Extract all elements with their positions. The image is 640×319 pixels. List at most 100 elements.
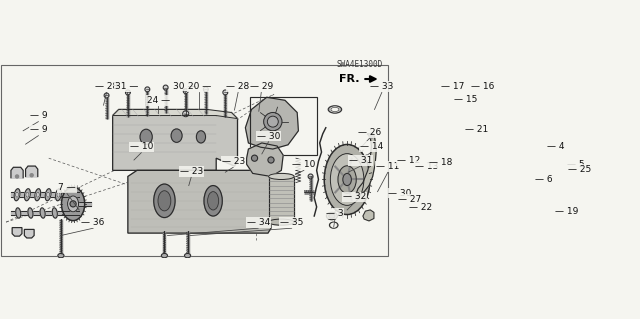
Text: 24 —: 24 —	[147, 96, 170, 105]
Circle shape	[183, 89, 188, 94]
Text: — 4: — 4	[547, 142, 564, 151]
Ellipse shape	[171, 129, 182, 142]
Ellipse shape	[269, 219, 294, 225]
Circle shape	[369, 133, 374, 138]
Text: 30 —: 30 —	[173, 82, 196, 91]
Polygon shape	[26, 166, 38, 177]
Text: — 22: — 22	[408, 203, 432, 212]
Ellipse shape	[184, 254, 191, 258]
Ellipse shape	[329, 214, 335, 218]
Circle shape	[182, 111, 189, 117]
Ellipse shape	[332, 223, 336, 227]
Text: — 23: — 23	[180, 167, 203, 176]
Polygon shape	[245, 97, 298, 149]
Ellipse shape	[269, 174, 294, 180]
Text: — 12: — 12	[397, 156, 420, 165]
Text: — 3: — 3	[326, 209, 344, 218]
Text: — 13: — 13	[415, 162, 438, 171]
Text: — 27: — 27	[397, 195, 421, 204]
Ellipse shape	[61, 187, 84, 221]
Ellipse shape	[26, 192, 29, 197]
Polygon shape	[363, 210, 374, 221]
Text: — 35: — 35	[280, 218, 303, 227]
Polygon shape	[12, 227, 22, 236]
Ellipse shape	[331, 107, 339, 112]
Polygon shape	[11, 167, 23, 178]
Ellipse shape	[343, 174, 351, 186]
Polygon shape	[356, 134, 376, 195]
Text: 7 —: 7 —	[58, 183, 76, 192]
Polygon shape	[24, 229, 34, 238]
Circle shape	[204, 87, 208, 92]
Ellipse shape	[330, 222, 338, 228]
Ellipse shape	[40, 208, 45, 218]
Text: — 34: — 34	[246, 218, 270, 227]
Polygon shape	[128, 170, 271, 233]
Ellipse shape	[140, 129, 152, 145]
Ellipse shape	[57, 192, 60, 197]
Text: — 32: — 32	[343, 192, 366, 201]
Text: — 5: — 5	[567, 160, 585, 169]
Ellipse shape	[47, 192, 50, 197]
Ellipse shape	[14, 189, 20, 201]
Ellipse shape	[36, 192, 39, 197]
Ellipse shape	[264, 113, 282, 131]
Circle shape	[268, 157, 274, 163]
Text: — 6: — 6	[535, 175, 552, 184]
Text: — 16: — 16	[471, 82, 495, 91]
Ellipse shape	[35, 189, 41, 201]
Text: — 9: — 9	[29, 125, 47, 134]
Text: — 11: — 11	[376, 162, 399, 171]
Text: — 26: — 26	[358, 128, 381, 137]
Text: — 10: — 10	[129, 143, 153, 152]
Circle shape	[70, 201, 76, 207]
Text: — 21: — 21	[465, 125, 488, 134]
Ellipse shape	[56, 189, 61, 201]
Ellipse shape	[28, 208, 33, 218]
Text: — 14: — 14	[360, 142, 383, 151]
Text: SWA4E1300D: SWA4E1300D	[336, 60, 383, 69]
Polygon shape	[246, 143, 283, 176]
Ellipse shape	[16, 208, 20, 218]
Text: — 36: — 36	[81, 218, 105, 227]
Ellipse shape	[204, 186, 222, 216]
Text: — 28: — 28	[227, 82, 250, 91]
Circle shape	[145, 87, 150, 92]
Text: — 19: — 19	[555, 207, 578, 216]
Polygon shape	[269, 176, 294, 222]
Text: — 29: — 29	[250, 82, 273, 91]
Circle shape	[163, 85, 168, 90]
Ellipse shape	[268, 116, 278, 127]
Circle shape	[15, 175, 19, 178]
Ellipse shape	[15, 192, 19, 197]
Text: — 30: — 30	[388, 189, 412, 198]
Text: — 9: — 9	[29, 111, 47, 121]
Polygon shape	[113, 109, 237, 119]
Polygon shape	[113, 109, 237, 170]
Ellipse shape	[196, 131, 205, 143]
Ellipse shape	[158, 191, 171, 211]
Text: — 31: — 31	[349, 156, 372, 165]
Ellipse shape	[161, 254, 168, 258]
Text: — 15: — 15	[454, 95, 477, 104]
Circle shape	[252, 155, 257, 161]
Circle shape	[30, 174, 33, 177]
Text: 20 —: 20 —	[188, 82, 211, 91]
Ellipse shape	[45, 189, 51, 201]
Text: — 30: — 30	[257, 131, 280, 141]
Circle shape	[125, 90, 131, 95]
Ellipse shape	[58, 254, 64, 258]
Ellipse shape	[338, 166, 356, 193]
Ellipse shape	[52, 208, 58, 218]
Text: — 17: — 17	[441, 82, 464, 91]
Text: — 23: — 23	[221, 157, 245, 166]
Ellipse shape	[24, 189, 30, 201]
Text: 31 —: 31 —	[115, 82, 138, 91]
Ellipse shape	[324, 145, 370, 214]
Text: — 18: — 18	[429, 158, 452, 167]
Ellipse shape	[207, 192, 219, 210]
Bar	[250, 97, 317, 155]
Ellipse shape	[154, 184, 175, 218]
Text: FR.: FR.	[339, 74, 359, 84]
Ellipse shape	[326, 212, 337, 220]
